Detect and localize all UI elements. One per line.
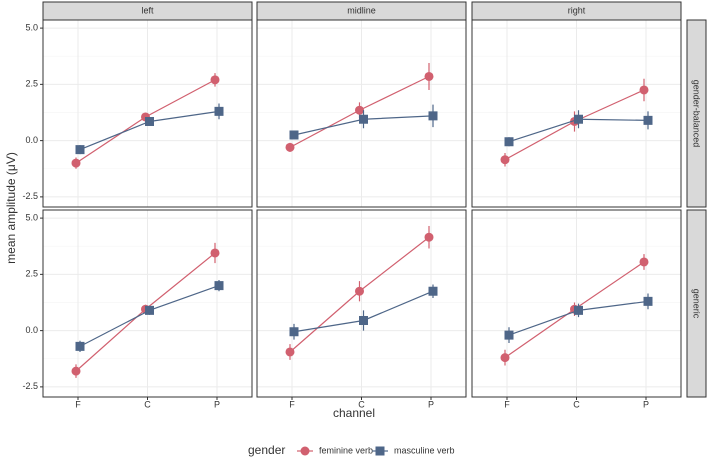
point: [574, 305, 583, 315]
y-tick-label: -2.5: [22, 381, 38, 391]
panel-border: [256, 209, 467, 398]
x-tick-label: C: [358, 399, 365, 409]
point: [285, 347, 295, 357]
y-tick-label: 5.0: [25, 212, 38, 222]
point: [428, 286, 438, 296]
point: [71, 158, 81, 168]
x-tick-label: F: [289, 399, 295, 409]
y-tick-label: 0.0: [25, 325, 38, 335]
point: [504, 137, 514, 147]
facet-label: gender-balanced: [692, 80, 702, 148]
x-tick-label: F: [504, 399, 510, 409]
point: [145, 305, 154, 315]
point: [75, 341, 85, 351]
point: [285, 142, 295, 152]
y-tick-label: 5.0: [25, 22, 38, 32]
x-tick-label: C: [144, 399, 151, 409]
point: [424, 232, 434, 242]
legend-label: masculine verb: [394, 445, 455, 455]
point: [210, 75, 220, 85]
point: [289, 327, 299, 337]
y-tick-label: -2.5: [22, 191, 38, 201]
facet-strip: [42, 1, 253, 21]
point: [643, 115, 653, 125]
point: [424, 71, 434, 81]
point: [500, 155, 510, 165]
x-tick-label: P: [428, 399, 434, 409]
legend-label: feminine verb: [319, 445, 373, 455]
point: [504, 330, 514, 340]
point: [574, 114, 583, 124]
point: [355, 286, 364, 296]
point: [359, 315, 368, 325]
point: [639, 85, 649, 95]
point: [500, 353, 510, 363]
point: [214, 106, 224, 116]
point: [428, 111, 438, 121]
legend-title: gender: [248, 443, 285, 457]
point: [375, 446, 385, 456]
point: [355, 105, 364, 115]
y-tick-label: 2.5: [25, 269, 38, 279]
point: [643, 296, 653, 306]
y-tick-label: 0.0: [25, 135, 38, 145]
facet-label: left: [141, 5, 154, 15]
point: [300, 446, 310, 456]
point: [75, 145, 85, 155]
facet-strip: [686, 209, 707, 398]
y-tick-label: 2.5: [25, 79, 38, 89]
facet-strip: [256, 1, 467, 21]
x-tick-label: C: [573, 399, 580, 409]
x-tick-label: F: [75, 399, 81, 409]
facet-strip: [471, 1, 682, 21]
panel-border: [42, 209, 253, 398]
point: [639, 257, 649, 267]
panel-border: [471, 209, 682, 398]
facet-label: midline: [347, 5, 376, 15]
y-axis-label: mean amplitude (μV): [4, 152, 18, 264]
x-tick-label: P: [214, 399, 220, 409]
x-tick-label: P: [643, 399, 649, 409]
facet-label: right: [568, 5, 586, 15]
point: [71, 366, 81, 376]
point: [359, 114, 368, 124]
point: [145, 116, 154, 126]
facet-strip: [686, 19, 707, 208]
x-axis-label: channel: [333, 406, 375, 420]
point: [289, 130, 299, 140]
facet-label: generic: [692, 289, 702, 319]
point: [210, 248, 220, 258]
point: [214, 281, 224, 291]
